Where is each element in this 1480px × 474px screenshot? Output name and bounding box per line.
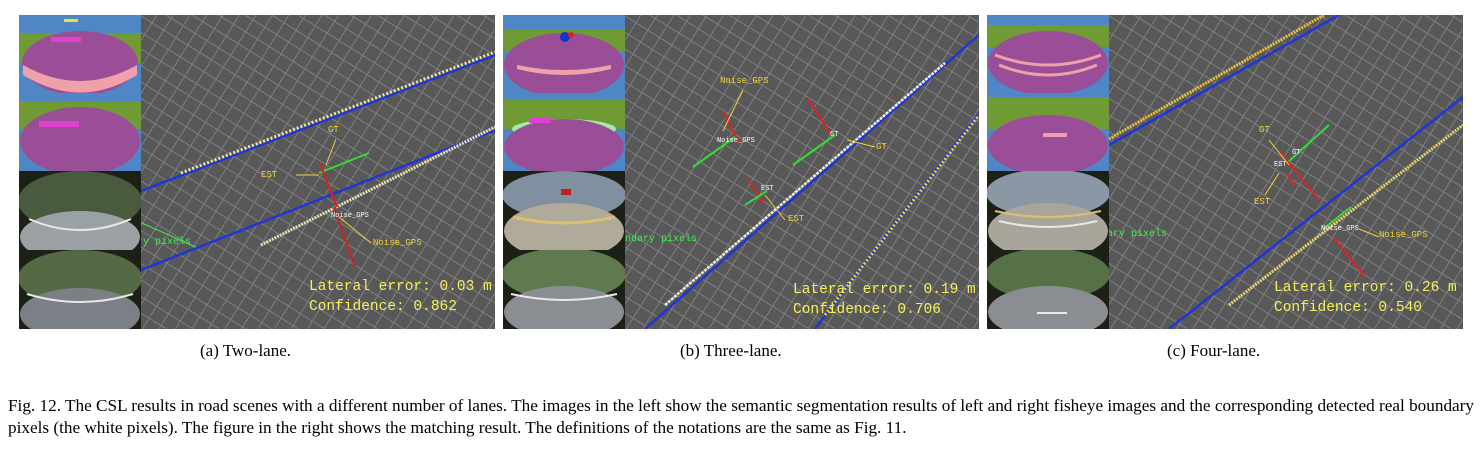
subcaption-b: (b) Three-lane. bbox=[680, 341, 782, 360]
panel-two-lane: GT EST Noise_GPS Noise_GPS Real boundary… bbox=[19, 15, 495, 329]
gt-marker-label: GT bbox=[830, 131, 839, 139]
noise-gps-label: Noise_GPS bbox=[373, 238, 422, 248]
real-boundary-label: Real boundary pixels bbox=[141, 237, 192, 248]
segmentation-left-image bbox=[987, 15, 1109, 93]
boundary-pixels-lower bbox=[260, 125, 495, 247]
noise-gps-marker bbox=[333, 206, 356, 268]
fisheye-thumbnails bbox=[503, 15, 625, 329]
gt-marker bbox=[792, 134, 836, 166]
lane-line-lower bbox=[141, 128, 495, 272]
noise-gps-marker-label: Noise_GPS bbox=[331, 212, 369, 220]
gt-label: GT bbox=[1259, 125, 1270, 135]
matching-result-map: GT GT EST EST Noise_GPS Noise_GPS Real b… bbox=[1109, 15, 1463, 329]
est-arrow bbox=[764, 194, 786, 221]
fisheye-right-photo bbox=[19, 250, 141, 329]
noise-gps-label: Noise_GPS bbox=[1379, 230, 1428, 240]
lateral-error: Lateral error: 0.03 m bbox=[309, 279, 492, 295]
fisheye-thumbnails bbox=[19, 15, 141, 329]
boundary-pixels-lower bbox=[1228, 123, 1463, 307]
metrics: Lateral error: 0.03 m Confidence: 0.862 bbox=[309, 277, 492, 317]
noise-gps-marker-label: Noise_GPS bbox=[717, 137, 755, 145]
fisheye-left-photo bbox=[987, 171, 1109, 250]
segmentation-right-image bbox=[19, 93, 141, 171]
fisheye-left-photo bbox=[503, 171, 625, 250]
metrics: Lateral error: 0.26 m Confidence: 0.540 bbox=[1274, 278, 1457, 318]
est-label: EST bbox=[788, 214, 805, 224]
lane-line-upper bbox=[141, 53, 495, 193]
gt-marker bbox=[318, 152, 370, 174]
est-label: EST bbox=[1254, 197, 1271, 207]
est-green bbox=[744, 190, 768, 206]
subcaption-a: (a) Two-lane. bbox=[200, 341, 292, 360]
noise-arrow bbox=[338, 216, 372, 244]
matching-result-map: GT EST Noise_GPS Noise_GPS Real boundary… bbox=[141, 15, 495, 329]
fisheye-right-photo bbox=[503, 250, 625, 329]
figure-caption: Fig. 12. The CSL results in road scenes … bbox=[8, 396, 1474, 437]
lane-line-lower bbox=[1168, 96, 1463, 329]
est-label: EST bbox=[261, 170, 278, 180]
boundary-arrow bbox=[141, 222, 197, 248]
lane-line-upper bbox=[1109, 15, 1340, 147]
est-arrow bbox=[1264, 172, 1280, 196]
lane-line-upper bbox=[644, 34, 979, 329]
noise-green bbox=[1322, 206, 1352, 230]
matching-result-map: Noise_GPS Noise_GPS GT GT EST EST Real b… bbox=[625, 15, 979, 329]
gt-arrow bbox=[1268, 139, 1290, 166]
fisheye-thumbnails bbox=[987, 15, 1109, 329]
est-marker-2 bbox=[1285, 172, 1296, 186]
gt-marker-label: GT bbox=[1292, 149, 1301, 157]
confidence: Confidence: 0.862 bbox=[309, 299, 457, 315]
confidence: Confidence: 0.706 bbox=[793, 302, 941, 318]
noise-gps-marker bbox=[1332, 236, 1366, 278]
panel-four-lane: GT GT EST EST Noise_GPS Noise_GPS Real b… bbox=[987, 15, 1463, 329]
est-marker bbox=[807, 98, 832, 136]
segmentation-right-image bbox=[503, 93, 625, 171]
noise-gps-label: Noise_GPS bbox=[720, 76, 769, 86]
segmentation-right-image bbox=[987, 93, 1109, 171]
lateral-error: Lateral error: 0.19 m bbox=[793, 282, 976, 298]
est-marker bbox=[1278, 150, 1320, 201]
boundary-pixels-upper bbox=[180, 50, 495, 175]
lateral-error: Lateral error: 0.26 m bbox=[1274, 280, 1457, 296]
est-marker-2 bbox=[748, 179, 764, 204]
gt-arrow bbox=[325, 138, 337, 166]
fisheye-right-photo bbox=[987, 250, 1109, 329]
metrics: Lateral error: 0.19 m Confidence: 0.706 bbox=[793, 280, 976, 320]
noise-arrow bbox=[1358, 228, 1380, 238]
gt-marker bbox=[1286, 124, 1330, 164]
est-marker-label: EST bbox=[761, 185, 774, 193]
noise-gps-green bbox=[692, 136, 736, 168]
est-marker-label: EST bbox=[1274, 161, 1287, 169]
noise-gps-marker bbox=[722, 110, 740, 144]
gt-arrow bbox=[846, 139, 876, 148]
noise-gps-marker-label: Noise_GPS bbox=[1321, 225, 1359, 233]
boundary-pixels-upper bbox=[1109, 15, 1325, 141]
est-marker bbox=[319, 163, 338, 208]
real-boundary-label: Real boundary pixels bbox=[625, 234, 698, 245]
fisheye-left-photo bbox=[19, 171, 141, 250]
boundary-pixels-upper bbox=[664, 62, 946, 306]
subcaption-c: (c) Four-lane. bbox=[1167, 341, 1261, 360]
gt-label: GT bbox=[876, 142, 887, 152]
noise-arrow bbox=[722, 89, 744, 132]
segmentation-left-image bbox=[19, 15, 141, 93]
real-boundary-label: Real boundary pixels bbox=[1109, 229, 1168, 240]
segmentation-left-image bbox=[503, 15, 625, 93]
panel-three-lane: Noise_GPS Noise_GPS GT GT EST EST Real b… bbox=[503, 15, 979, 329]
gt-label: GT bbox=[328, 125, 339, 135]
confidence: Confidence: 0.540 bbox=[1274, 300, 1422, 316]
